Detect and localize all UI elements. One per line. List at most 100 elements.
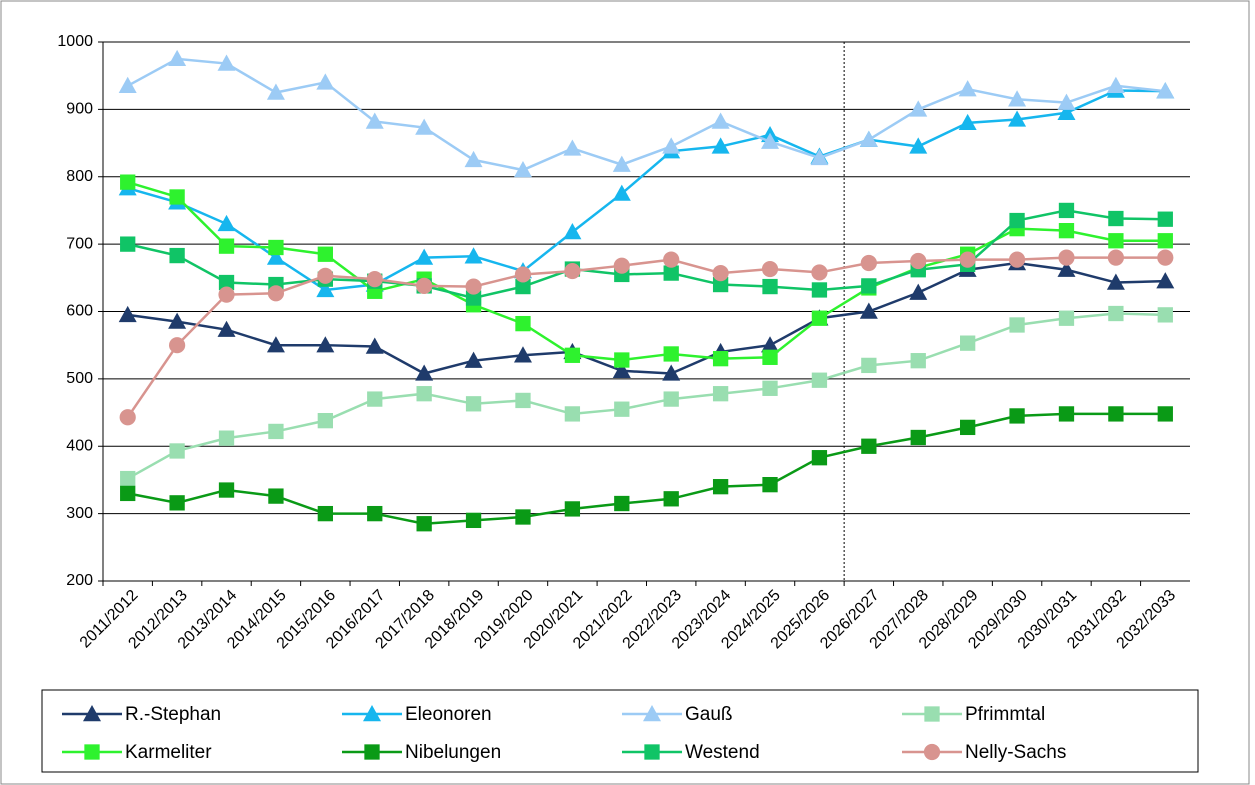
marker: [515, 392, 531, 409]
marker: [762, 380, 778, 396]
legend-marker: [924, 706, 940, 722]
marker: [1058, 202, 1075, 219]
marker: [1057, 93, 1076, 110]
marker: [564, 262, 581, 280]
marker: [910, 252, 927, 270]
marker: [169, 189, 185, 205]
marker: [267, 285, 285, 302]
marker: [218, 482, 235, 498]
marker: [762, 477, 778, 493]
y-tick-label: 200: [66, 572, 93, 589]
legend-marker: [83, 705, 101, 722]
series-line: [127, 261, 1166, 375]
marker: [169, 495, 185, 511]
marker: [1107, 249, 1124, 266]
marker: [217, 214, 236, 232]
marker: [1009, 317, 1025, 333]
marker: [861, 438, 877, 454]
marker: [663, 265, 679, 281]
marker: [861, 278, 877, 294]
marker: [762, 278, 778, 295]
marker: [317, 505, 333, 522]
marker: [120, 174, 136, 190]
marker: [663, 346, 679, 362]
marker: [960, 419, 976, 436]
y-tick-label: 700: [66, 235, 93, 252]
marker: [514, 266, 532, 283]
marker: [465, 290, 482, 306]
marker: [1058, 310, 1075, 326]
marker: [762, 349, 778, 365]
marker: [712, 351, 729, 367]
marker: [1108, 406, 1124, 422]
y-tick-label: 400: [66, 437, 93, 454]
marker: [464, 247, 483, 264]
marker: [614, 352, 630, 368]
marker: [1008, 110, 1027, 127]
marker: [811, 264, 828, 281]
marker: [415, 248, 434, 265]
marker: [811, 372, 828, 388]
marker: [909, 137, 928, 154]
marker: [761, 132, 780, 149]
marker: [1058, 406, 1075, 422]
marker: [416, 386, 432, 402]
marker: [563, 139, 582, 156]
series-line: [127, 57, 1166, 172]
marker: [513, 346, 532, 363]
marker: [218, 286, 235, 303]
marker: [909, 283, 928, 300]
marker: [513, 161, 532, 178]
marker: [268, 488, 284, 504]
marker: [465, 512, 482, 529]
marker: [120, 236, 136, 252]
legend-label: Eleonoren: [405, 704, 492, 725]
marker: [218, 238, 235, 254]
marker: [564, 347, 581, 363]
marker: [712, 264, 729, 282]
legend-box: [41, 689, 1199, 773]
marker: [168, 312, 187, 329]
marker: [218, 430, 235, 446]
marker: [515, 278, 531, 295]
marker: [1157, 211, 1173, 227]
marker: [1157, 233, 1173, 249]
y-tick-label: 800: [66, 168, 93, 185]
marker: [268, 239, 284, 256]
marker: [711, 137, 730, 154]
legend-label: R.-Stephan: [125, 704, 221, 725]
legend-marker: [364, 744, 380, 760]
marker: [960, 335, 976, 351]
marker: [662, 137, 681, 154]
marker: [1108, 233, 1124, 249]
marker: [909, 100, 928, 117]
marker: [563, 222, 582, 240]
marker: [712, 479, 729, 495]
marker: [662, 364, 681, 381]
marker: [1008, 251, 1026, 268]
marker: [515, 509, 531, 525]
marker: [564, 406, 581, 422]
marker: [367, 505, 383, 522]
marker: [612, 155, 631, 172]
marker: [168, 49, 187, 67]
legend-marker: [644, 744, 660, 760]
marker: [317, 267, 334, 284]
marker: [266, 248, 285, 265]
marker: [1106, 76, 1125, 93]
marker: [712, 276, 729, 293]
marker: [958, 113, 977, 131]
marker: [1156, 272, 1175, 289]
marker: [415, 364, 434, 381]
marker: [416, 277, 433, 294]
marker: [465, 278, 482, 295]
marker: [761, 336, 780, 353]
y-tick-label: 600: [66, 303, 93, 320]
marker: [416, 516, 432, 532]
marker: [1058, 223, 1075, 239]
marker: [663, 251, 680, 268]
marker: [218, 274, 235, 291]
marker: [663, 491, 679, 507]
